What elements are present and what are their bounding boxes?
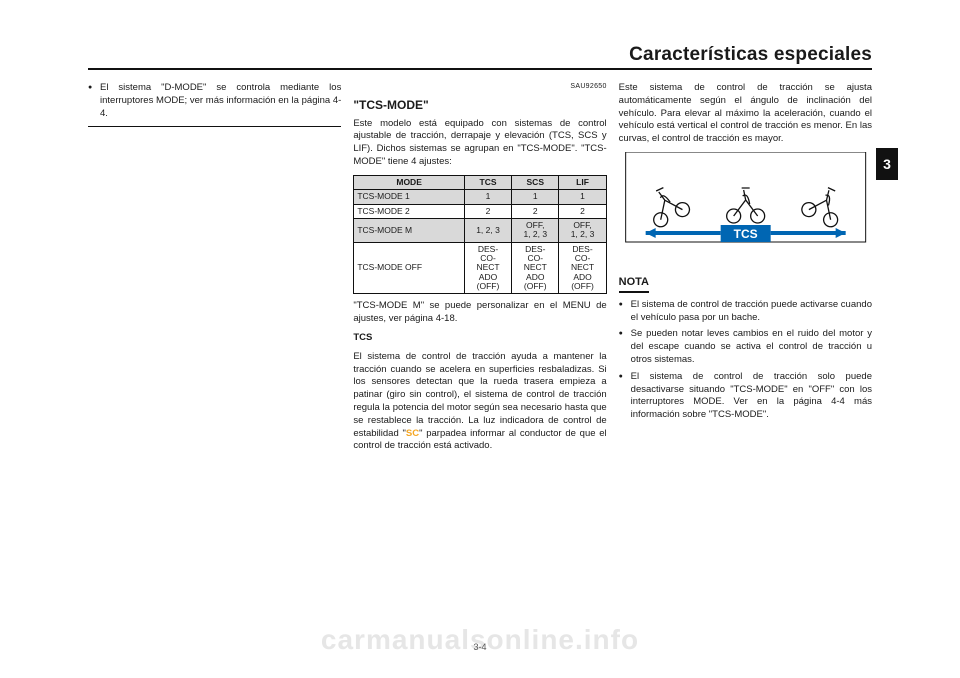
title-rule (88, 68, 872, 70)
table-cell: OFF, 1, 2, 3 (512, 218, 559, 242)
table-cell: TCS-MODE OFF (354, 242, 465, 294)
sc-indicator: SC (406, 428, 419, 439)
nota-list: El sistema de control de tracción puede … (619, 299, 872, 422)
table-row: TCS-MODE M1, 2, 3OFF, 1, 2, 3OFF, 1, 2, … (354, 218, 606, 242)
tcs-mode-table: MODE TCS SCS LIF TCS-MODE 1111TCS-MODE 2… (353, 175, 606, 294)
content-columns: El sistema "D-MODE" se controla mediante… (88, 82, 872, 634)
column-2: SAU92650 "TCS-MODE" Este modelo está equ… (353, 82, 606, 634)
nota-item: El sistema de control de tracción solo p… (619, 371, 872, 422)
tcs-figure-svg: TCS (619, 152, 872, 262)
col2-reference-code: SAU92650 (353, 82, 606, 91)
col2-tcs-head: TCS (353, 332, 606, 345)
table-row: TCS-MODE 2222 (354, 204, 606, 218)
table-cell: DES- CO- NECT ADO (OFF) (512, 242, 559, 294)
chapter-side-tab: 3 (876, 148, 898, 180)
col2-tcs-body-1: El sistema de control de tracción ayuda … (353, 351, 606, 439)
table-cell: 1 (464, 190, 511, 204)
col3-top: Este sistema de control de tracción se a… (619, 82, 872, 146)
column-3: Este sistema de control de tracción se a… (619, 82, 872, 634)
th-scs: SCS (512, 175, 559, 189)
th-mode: MODE (354, 175, 465, 189)
nota-item: El sistema de control de tracción puede … (619, 299, 872, 325)
svg-text:TCS: TCS (733, 227, 757, 241)
table-row: TCS-MODE OFFDES- CO- NECT ADO (OFF)DES- … (354, 242, 606, 294)
col1-bullet-item: El sistema "D-MODE" se controla mediante… (88, 82, 341, 120)
table-cell: TCS-MODE 1 (354, 190, 465, 204)
manual-page: Características especiales 3 El sistema … (0, 0, 960, 678)
table-cell: 2 (559, 204, 606, 218)
table-cell: 2 (464, 204, 511, 218)
table-cell: 1 (512, 190, 559, 204)
table-cell: 1, 2, 3 (464, 218, 511, 242)
nota-item: Se pueden notar leves cambios en el ruid… (619, 328, 872, 366)
table-cell: TCS-MODE M (354, 218, 465, 242)
page-number: 3-4 (473, 642, 486, 652)
col1-divider (88, 126, 341, 127)
table-cell: OFF, 1, 2, 3 (559, 218, 606, 242)
col2-tcs-body: El sistema de control de tracción ayuda … (353, 351, 606, 454)
th-lif: LIF (559, 175, 606, 189)
col1-bullets: El sistema "D-MODE" se controla mediante… (88, 82, 341, 120)
nota-head: NOTA (619, 275, 872, 293)
col2-after-table: "TCS-MODE M" se puede personalizar en el… (353, 300, 606, 326)
table-cell: TCS-MODE 2 (354, 204, 465, 218)
table-cell: 1 (559, 190, 606, 204)
col2-title: "TCS-MODE" (353, 97, 606, 113)
th-tcs: TCS (464, 175, 511, 189)
table-cell: DES- CO- NECT ADO (OFF) (559, 242, 606, 294)
table-cell: 2 (512, 204, 559, 218)
table-header-row: MODE TCS SCS LIF (354, 175, 606, 189)
tcs-figure: TCS (619, 152, 872, 267)
section-title: Características especiales (629, 44, 872, 66)
col2-intro: Este modelo está equipado con sistemas d… (353, 118, 606, 169)
table-cell: DES- CO- NECT ADO (OFF) (464, 242, 511, 294)
table-row: TCS-MODE 1111 (354, 190, 606, 204)
column-1: El sistema "D-MODE" se controla mediante… (88, 82, 341, 634)
